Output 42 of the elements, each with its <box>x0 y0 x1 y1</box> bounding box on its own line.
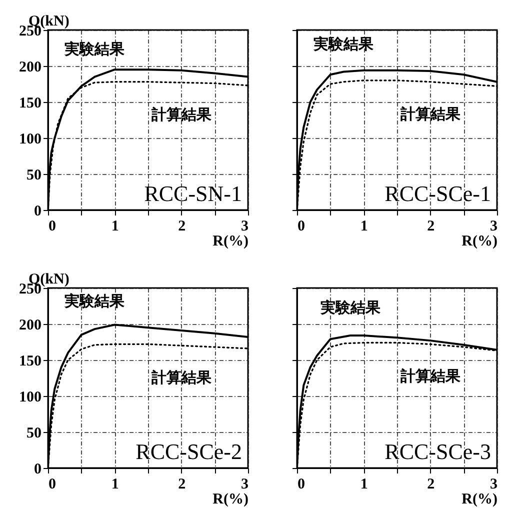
x-axis-title: R(%) <box>462 492 498 508</box>
x-axis-title: R(%) <box>462 234 498 250</box>
series-label: 実験結果 <box>319 298 382 317</box>
x-tick-label: 1 <box>360 476 368 492</box>
series-label: 実験結果 <box>312 34 375 53</box>
annotation: RCC-SCe-3 <box>384 439 491 464</box>
series-label: 実験結果 <box>64 292 126 310</box>
y-tick-label: 0 <box>34 204 42 220</box>
series-label: 計算結果 <box>399 367 462 386</box>
x-tick-label: 0 <box>298 218 305 234</box>
x-tick-label: 0 <box>48 476 56 492</box>
y-tick-label: 100 <box>19 132 42 148</box>
y-tick-label: 100 <box>19 390 42 406</box>
series-label: 計算結果 <box>150 368 212 387</box>
series-label: 計算結果 <box>150 106 212 124</box>
x-tick-label: 3 <box>490 218 498 234</box>
x-tick-label: 2 <box>427 218 435 234</box>
x-tick-label: 2 <box>178 218 186 234</box>
x-axis-title: R(%) <box>212 234 248 250</box>
x-tick-label: 3 <box>241 218 248 234</box>
x-tick-label: 3 <box>241 476 248 492</box>
x-tick-label: 0 <box>48 218 56 234</box>
x-tick-label: 2 <box>427 476 435 492</box>
x-tick-label: 0 <box>298 476 305 492</box>
y-tick-label: 200 <box>19 318 42 334</box>
x-tick-label: 1 <box>111 218 119 234</box>
y-tick-label: 150 <box>19 96 42 112</box>
series-label: 実験結果 <box>64 40 126 58</box>
x-tick-label: 3 <box>490 476 498 492</box>
x-tick-label: 2 <box>178 476 186 492</box>
y-tick-label: 150 <box>19 354 42 370</box>
y-tick-label: 0 <box>34 462 42 478</box>
x-axis-title: R(%) <box>212 492 248 508</box>
x-tick-label: 1 <box>111 476 119 492</box>
x-tick-label: 1 <box>360 218 368 234</box>
annotation: RCC-SCe-2 <box>136 439 242 464</box>
series-label: 計算結果 <box>399 104 462 123</box>
y-tick-label: 50 <box>26 168 42 184</box>
y-tick-label: 50 <box>26 426 42 442</box>
annotation: RCC-SCe-1 <box>384 181 491 206</box>
annotation: RCC-SN-1 <box>144 181 242 206</box>
y-tick-label: 200 <box>19 60 42 76</box>
